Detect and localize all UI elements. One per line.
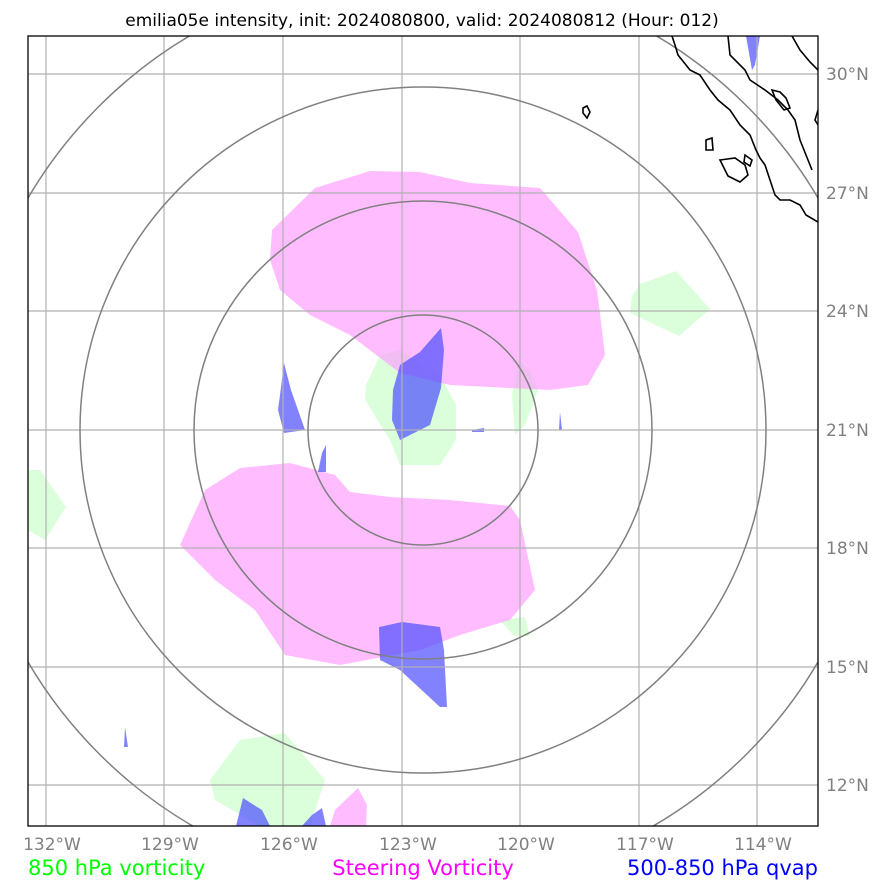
lat-tick-label: 30°N — [826, 65, 869, 85]
qvap-field — [124, 36, 760, 826]
gridlines — [28, 36, 818, 826]
coastline — [582, 36, 818, 223]
lat-tick-label: 12°N — [826, 776, 869, 796]
legend-steering-vorticity: Steering Vorticity — [332, 856, 514, 880]
lat-tick-label: 27°N — [826, 184, 869, 204]
legend: 850 hPa vorticity Steering Vorticity 500… — [28, 856, 818, 880]
lon-tick-label: 120°W — [497, 835, 555, 855]
lon-tick-label: 126°W — [260, 835, 318, 855]
lat-tick-label: 21°N — [826, 421, 869, 441]
lon-tick-label: 123°W — [379, 835, 437, 855]
lon-tick-label: 117°W — [616, 835, 674, 855]
steering-vorticity-field — [180, 171, 605, 826]
lon-tick-label: 129°W — [141, 835, 199, 855]
lat-tick-label: 15°N — [826, 658, 869, 678]
plot-frame — [27, 35, 819, 827]
lon-tick-label: 132°W — [23, 835, 81, 855]
lon-tick-label: 114°W — [734, 835, 792, 855]
lat-tick-labels: 30°N 27°N 24°N 21°N 18°N 15°N 12°N — [826, 65, 869, 796]
legend-qvap: 500-850 hPa qvap — [627, 856, 818, 880]
legend-850-vorticity: 850 hPa vorticity — [28, 856, 205, 880]
lon-tick-labels: 132°W 129°W 126°W 123°W 120°W 117°W 114°… — [23, 835, 792, 855]
map-title: emilia05e intensity, init: 2024080800, v… — [125, 11, 719, 31]
lat-tick-label: 18°N — [826, 539, 869, 559]
lat-tick-label: 24°N — [826, 302, 869, 322]
